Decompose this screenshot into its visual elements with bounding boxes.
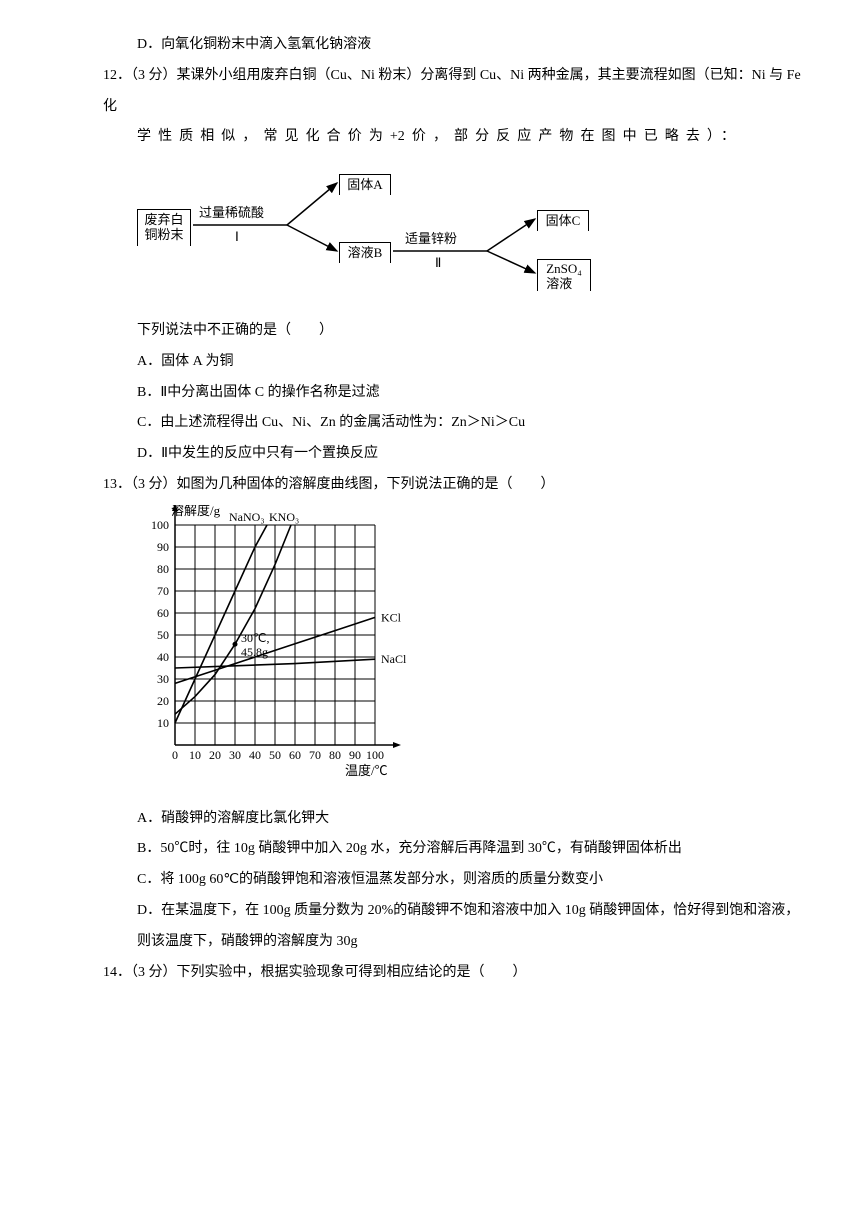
- svg-text:KNO₃: KNO₃: [269, 510, 299, 524]
- svg-text:90: 90: [157, 540, 169, 554]
- solubility-svg: 10 20 30 40 50 60 70 80 90 100 0 10 20 30 40 50 60 70 80 90…: [137, 505, 457, 785]
- q13-option-b: B．50℃时，往 10g 硝酸钾中加入 20g 水，充分溶解后再降温到 30℃，…: [65, 834, 805, 865]
- svg-text:80: 80: [157, 562, 169, 576]
- q11-option-d: D．向氧化铜粉末中滴入氢氧化钠溶液: [65, 30, 805, 61]
- svg-text:30℃,: 30℃,: [241, 631, 269, 645]
- svg-text:20: 20: [209, 748, 221, 762]
- svg-text:10: 10: [157, 716, 169, 730]
- flow-znso4-l2: 溶液: [546, 277, 582, 291]
- svg-text:90: 90: [349, 748, 361, 762]
- flow-sol-b: 溶液B: [339, 243, 391, 264]
- svg-text:20: 20: [157, 694, 169, 708]
- q12-stem-p1: 某课外小组用废弃白铜（Cu、Ni 粉末）分离得到 Cu、Ni 两种金属，其主要流…: [103, 68, 801, 114]
- flow-step1-top: 过量稀硫酸: [199, 205, 264, 220]
- q12-flowchart: 废弃白 铜粉末 过量稀硫酸 Ⅰ 固体A 溶液B 适量锌粉 Ⅱ 固体C ZnSO₄…: [65, 161, 805, 304]
- q13-option-c: C．将 100g 60℃的硝酸钾饱和溶液恒温蒸发部分水，则溶质的质量分数变小: [65, 865, 805, 896]
- svg-text:溶解度/g: 溶解度/g: [171, 505, 221, 518]
- svg-text:0: 0: [172, 748, 178, 762]
- svg-text:70: 70: [157, 584, 169, 598]
- flow-solid-a: 固体A: [339, 175, 391, 196]
- flow-znso4: ZnSO₄ 溶液: [537, 259, 591, 291]
- svg-text:100: 100: [151, 518, 169, 532]
- q12-option-c: C．由上述流程得出 Cu、Ni、Zn 的金属活动性为：Zn＞Ni＞Cu: [65, 408, 805, 439]
- svg-text:NaCl: NaCl: [381, 652, 407, 666]
- flow-step2-bot: Ⅱ: [435, 255, 441, 270]
- svg-text:50: 50: [157, 628, 169, 642]
- flow-step1-bot: Ⅰ: [235, 229, 239, 244]
- q13-stem-text: 如图为几种固体的溶解度曲线图，下列说法正确的是（ ）: [177, 477, 555, 492]
- flow-step2-top: 适量锌粉: [405, 231, 457, 246]
- flow-start-l2: 铜粉末: [144, 228, 183, 243]
- q13-chart: 10 20 30 40 50 60 70 80 90 100 0 10 20 30 40 50 60 70 80 90…: [65, 505, 805, 798]
- svg-text:100: 100: [366, 748, 384, 762]
- q14-number: 14．（3 分）: [103, 965, 177, 980]
- flow-solid-c: 固体C: [537, 211, 589, 232]
- svg-text:45.8g: 45.8g: [241, 645, 268, 659]
- q12-number: 12．（3 分）: [103, 68, 177, 83]
- svg-text:10: 10: [189, 748, 201, 762]
- svg-text:70: 70: [309, 748, 321, 762]
- q14-stem-text: 下列实验中，根据实验现象可得到相应结论的是（ ）: [177, 965, 527, 980]
- q13-option-d: D．在某温度下，在 100g 质量分数为 20%的硝酸钾不饱和溶液中加入 10g…: [65, 896, 805, 958]
- q13-option-a: A．硝酸钾的溶解度比氯化钾大: [65, 804, 805, 835]
- q12-option-a: A．固体 A 为铜: [65, 347, 805, 378]
- q12-option-d: D．Ⅱ中发生的反应中只有一个置换反应: [65, 439, 805, 470]
- svg-text:40: 40: [157, 650, 169, 664]
- svg-text:温度/℃: 温度/℃: [345, 763, 388, 778]
- flow-znso4-l1: ZnSO₄: [546, 262, 582, 277]
- flow-start-box: 废弃白 铜粉末: [137, 209, 191, 246]
- svg-text:30: 30: [229, 748, 241, 762]
- flow-start-l1: 废弃白: [144, 213, 183, 228]
- svg-text:KCl: KCl: [381, 610, 402, 624]
- q12-stem-line2: 学性质相似，常见化合价为+2价，部分反应产物在图中已略去）：: [65, 122, 735, 153]
- flowchart-svg: 废弃白 铜粉末 过量稀硫酸 Ⅰ 固体A 溶液B 适量锌粉 Ⅱ 固体C ZnSO₄…: [137, 161, 637, 291]
- q13-stem: 13．（3 分）如图为几种固体的溶解度曲线图，下列说法正确的是（ ）: [65, 470, 805, 501]
- svg-text:40: 40: [249, 748, 261, 762]
- svg-text:60: 60: [157, 606, 169, 620]
- q12-option-b: B．Ⅱ中分离出固体 C 的操作名称是过滤: [65, 378, 805, 409]
- svg-text:30: 30: [157, 672, 169, 686]
- q12-post-diagram: 下列说法中不正确的是（ ）: [65, 316, 805, 347]
- svg-text:80: 80: [329, 748, 341, 762]
- q12-stem-line1: 12．（3 分）某课外小组用废弃白铜（Cu、Ni 粉末）分离得到 Cu、Ni 两…: [65, 61, 805, 123]
- q14-stem: 14．（3 分）下列实验中，根据实验现象可得到相应结论的是（ ）: [65, 958, 805, 989]
- svg-text:50: 50: [269, 748, 281, 762]
- svg-text:60: 60: [289, 748, 301, 762]
- svg-text:NaNO₃: NaNO₃: [229, 510, 265, 524]
- q13-number: 13．（3 分）: [103, 477, 177, 492]
